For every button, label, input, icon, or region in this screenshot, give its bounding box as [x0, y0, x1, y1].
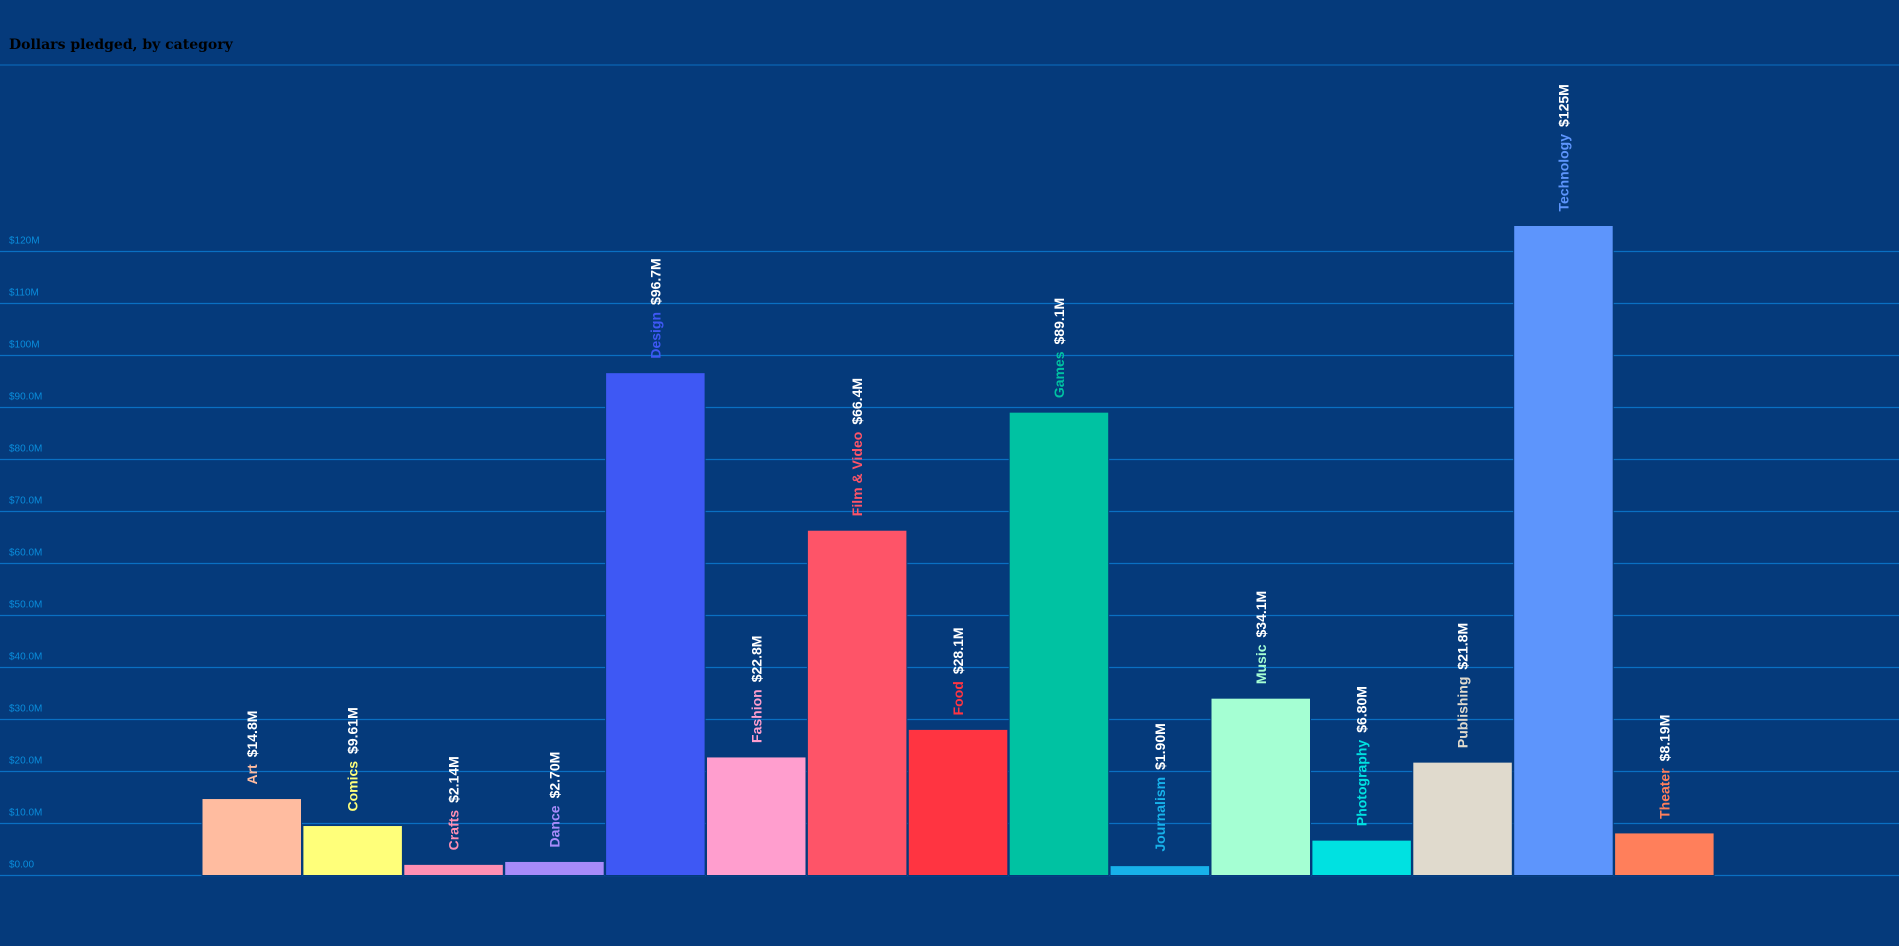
bar-category-label: Photography — [1354, 740, 1370, 827]
bar — [1412, 761, 1513, 877]
bar — [302, 825, 403, 877]
y-tick-label: $80.0M — [9, 444, 42, 455]
bar — [1614, 832, 1715, 876]
bar-value-label: $34.1M — [1253, 591, 1269, 638]
bar-value-label: $6.80M — [1354, 686, 1370, 733]
bar-value-label: $1.90M — [1152, 723, 1168, 770]
bar-value-label: $9.61M — [345, 707, 361, 754]
bar — [504, 860, 605, 877]
y-tick-label: $100M — [9, 340, 40, 351]
bar-category-label: Comics — [345, 761, 361, 812]
bar-value-label: $22.8M — [748, 636, 764, 683]
bar-value-label: $89.1M — [1051, 298, 1067, 345]
bar-category-label: Technology — [1555, 134, 1571, 212]
y-tick-label: $0.00 — [9, 860, 34, 871]
bar-category-label: Design — [647, 312, 663, 359]
bar-value-label: $66.4M — [849, 378, 865, 425]
bar — [706, 756, 807, 876]
bar-category-label: Publishing — [1455, 677, 1471, 749]
bar-category-label: Crafts — [446, 810, 462, 851]
bar-value-label: $125M — [1555, 84, 1571, 127]
bar — [1311, 839, 1412, 877]
bar-value-label: $14.8M — [244, 711, 260, 758]
bar-label: Dance $2.70M — [546, 752, 562, 848]
bar-category-label: Food — [950, 681, 966, 715]
bars — [201, 225, 1715, 877]
y-tick-label: $110M — [9, 288, 39, 299]
bar-value-label: $2.14M — [446, 756, 462, 803]
bar-label: Fashion $22.8M — [748, 636, 764, 743]
bar-value-label: $21.8M — [1455, 623, 1471, 670]
bar — [1109, 865, 1211, 876]
bar-label: Film & Video $66.4M — [849, 378, 865, 516]
bar-label: Design $96.7M — [647, 258, 663, 358]
bar-label: Food $28.1M — [950, 627, 966, 715]
bar-labels: Art $14.8M Comics $9.61M Crafts $2.14M Dance $2… — [244, 84, 1673, 851]
bar — [403, 863, 504, 877]
bar-label: Technology $125M — [1555, 84, 1571, 211]
y-tick-label: $60.0M — [9, 548, 42, 559]
y-tick-label: $30.0M — [9, 704, 42, 715]
bar-label: Games $89.1M — [1051, 298, 1067, 398]
bar-value-label: $8.19M — [1656, 715, 1672, 762]
bar-category-label: Fashion — [748, 689, 764, 743]
y-tick-label: $20.0M — [9, 756, 42, 767]
bar-label: Music $34.1M — [1253, 591, 1269, 684]
bar-category-label: Art — [244, 764, 260, 785]
y-tick-label: $70.0M — [9, 496, 42, 507]
bar-category-label: Dance — [546, 805, 562, 847]
y-axis-tick-labels: $0.00 $10.0M $20.0M $30.0M $40.0M $50.0M $60.0… — [9, 236, 42, 871]
bar-label: Crafts $2.14M — [446, 756, 462, 850]
bar-label: Photography $6.80M — [1354, 686, 1370, 826]
bar — [806, 529, 908, 876]
y-tick-label: $90.0M — [9, 392, 42, 403]
bar-category-label: Film & Video — [849, 432, 865, 517]
chart-title: Dollars pledged, by category — [9, 37, 234, 53]
bar — [1513, 225, 1614, 876]
bar-category-label: Journalism — [1152, 777, 1168, 852]
bar-category-label: Games — [1051, 351, 1067, 398]
bar-value-label: $96.7M — [647, 258, 663, 305]
bar — [201, 798, 302, 876]
bar-label: Comics $9.61M — [345, 707, 361, 811]
bar — [907, 728, 1009, 876]
y-tick-label: $50.0M — [9, 600, 42, 611]
y-tick-label: $120M — [9, 236, 40, 247]
y-tick-label: $10.0M — [9, 808, 42, 819]
bar-value-label: $2.70M — [546, 752, 562, 799]
bar-category-label: Music — [1253, 644, 1269, 684]
bar-label: Art $14.8M — [244, 711, 260, 785]
bar — [1210, 697, 1311, 876]
bar — [605, 372, 706, 876]
bar-label: Theater $8.19M — [1656, 715, 1672, 819]
bar-label: Journalism $1.90M — [1152, 723, 1168, 851]
bar — [1008, 411, 1110, 876]
bar-label: Publishing $21.8M — [1455, 623, 1471, 748]
bar-category-label: Theater — [1656, 768, 1672, 819]
bar-value-label: $28.1M — [950, 627, 966, 674]
y-tick-label: $40.0M — [9, 652, 42, 663]
